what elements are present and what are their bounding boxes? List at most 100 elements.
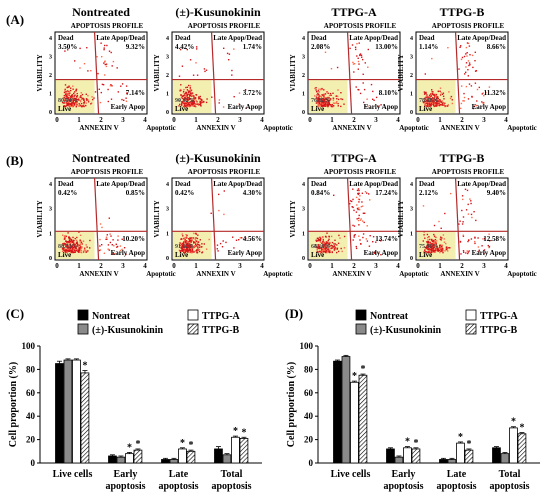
event-dot — [63, 95, 65, 97]
dead-label: Dead — [175, 180, 191, 188]
event-dot — [435, 94, 437, 97]
x-tick-label: 0 — [308, 116, 312, 124]
bar-TTPG-B — [411, 448, 421, 464]
event-dot — [364, 191, 367, 193]
event-dot — [325, 98, 328, 101]
event-dot — [69, 242, 72, 244]
event-dot — [320, 97, 323, 99]
event-dot — [71, 98, 73, 100]
event-dot — [68, 237, 70, 240]
event-dot — [325, 101, 328, 103]
late-label: Late Apop/Dead — [457, 34, 506, 42]
event-dot — [190, 246, 192, 249]
event-dot — [198, 97, 201, 99]
event-dot — [185, 91, 187, 94]
event-dot — [318, 98, 321, 100]
event-dot — [428, 248, 430, 250]
x-axis-label: ANNEXIN V — [440, 124, 479, 132]
event-dot — [438, 249, 441, 252]
event-dot — [320, 95, 322, 98]
event-dot — [324, 103, 326, 106]
event-dot — [470, 202, 472, 205]
event-dot — [426, 101, 429, 103]
event-dot — [218, 193, 220, 196]
y-axis-label: VIABILITY — [289, 54, 297, 91]
event-dot — [433, 242, 436, 245]
event-dot — [314, 246, 316, 248]
condition-title: (±)-Kusunokinin — [175, 151, 261, 165]
event-dot — [426, 247, 429, 249]
event-dot — [100, 91, 102, 94]
event-dot — [193, 251, 195, 253]
event-dot — [76, 95, 78, 98]
event-dot — [482, 238, 484, 240]
event-dot — [75, 239, 78, 241]
event-dot — [75, 102, 78, 104]
event-dot — [233, 96, 235, 98]
event-dot — [329, 99, 331, 102]
event-dot — [231, 69, 233, 72]
event-dot — [241, 237, 243, 239]
event-dot — [186, 97, 189, 99]
event-dot — [327, 243, 329, 245]
event-dot — [357, 193, 360, 196]
event-dot — [443, 238, 445, 240]
event-dot — [428, 243, 430, 245]
event-dot — [211, 96, 213, 98]
event-dot — [326, 246, 328, 248]
event-dot — [317, 240, 319, 242]
x-tick-label: 2 — [460, 116, 464, 124]
event-dot — [76, 104, 78, 106]
event-dot — [440, 239, 442, 241]
event-dot — [432, 98, 434, 100]
event-dot — [81, 98, 83, 100]
event-dot — [439, 238, 442, 240]
event-dot — [194, 103, 196, 105]
event-dot — [112, 253, 114, 255]
event-dot — [462, 198, 464, 201]
event-dot — [74, 237, 76, 240]
event-dot — [478, 86, 480, 89]
event-dot — [178, 105, 180, 107]
event-dot — [198, 103, 201, 106]
event-dot — [319, 247, 321, 250]
event-dot — [462, 100, 464, 102]
event-dot — [474, 82, 477, 84]
x-tick-label: 0 — [416, 262, 420, 270]
y-tick-label: 3 — [410, 55, 413, 61]
event-dot — [360, 206, 363, 208]
event-dot — [470, 238, 473, 240]
event-dot — [225, 241, 227, 244]
event-dot — [189, 101, 192, 103]
event-dot — [436, 97, 439, 100]
event-dot — [191, 246, 193, 248]
event-dot — [316, 94, 318, 96]
event-dot — [466, 55, 468, 57]
event-dot — [65, 105, 67, 107]
event-dot — [471, 216, 473, 219]
event-dot — [327, 104, 330, 106]
event-dot — [107, 248, 109, 250]
event-dot — [328, 103, 330, 105]
event-dot — [355, 247, 358, 250]
event-dot — [73, 92, 75, 95]
event-dot — [463, 251, 465, 253]
event-dot — [323, 89, 325, 91]
event-dot — [103, 48, 105, 51]
event-dot — [423, 250, 425, 253]
event-dot — [436, 96, 439, 98]
event-dot — [358, 192, 360, 194]
event-dot — [69, 103, 71, 105]
event-dot — [216, 244, 219, 246]
event-dot — [326, 247, 328, 250]
profile-title: APOPTOSIS PROFILE — [432, 168, 505, 176]
event-dot — [85, 251, 88, 253]
event-dot — [339, 237, 341, 239]
event-dot — [70, 251, 72, 254]
event-dot — [189, 250, 192, 252]
event-dot — [434, 105, 436, 107]
event-dot — [101, 226, 103, 229]
x-tick-label: 2 — [352, 262, 356, 270]
event-dot — [440, 236, 442, 238]
